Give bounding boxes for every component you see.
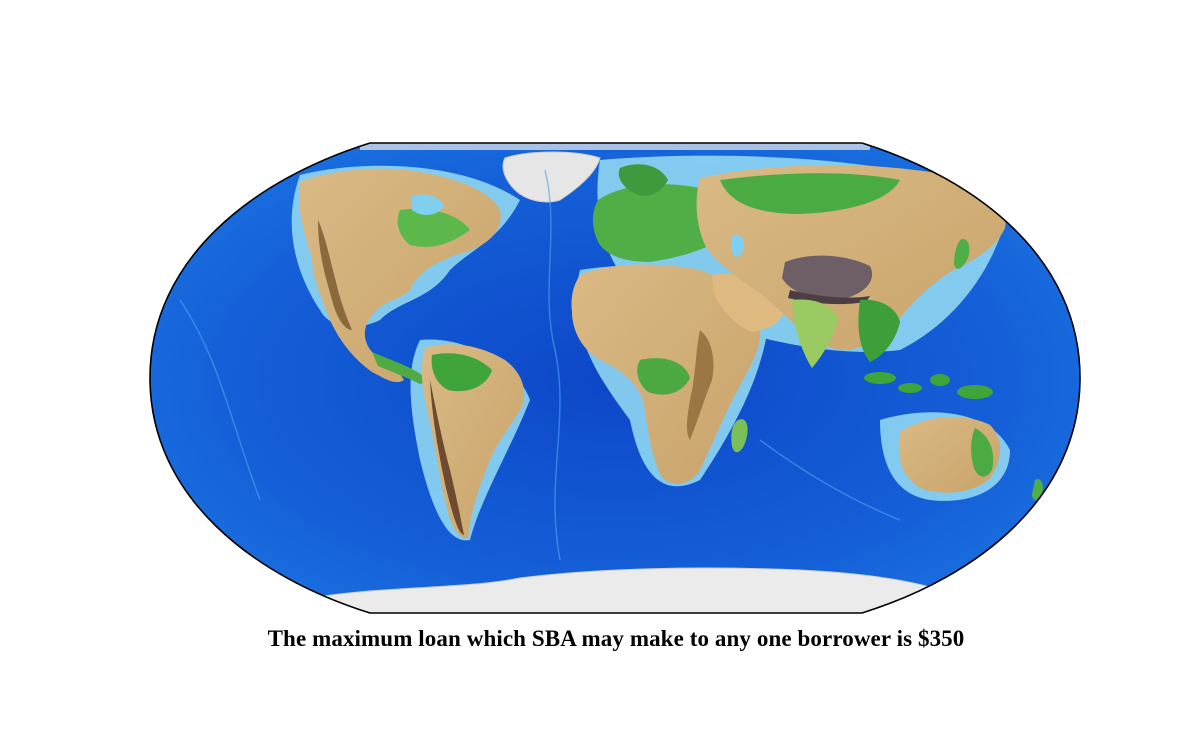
arctic-ice: [360, 143, 870, 150]
map-caption: The maximum loan which SBA may make to a…: [0, 626, 1200, 652]
map-frame: [140, 130, 1090, 630]
